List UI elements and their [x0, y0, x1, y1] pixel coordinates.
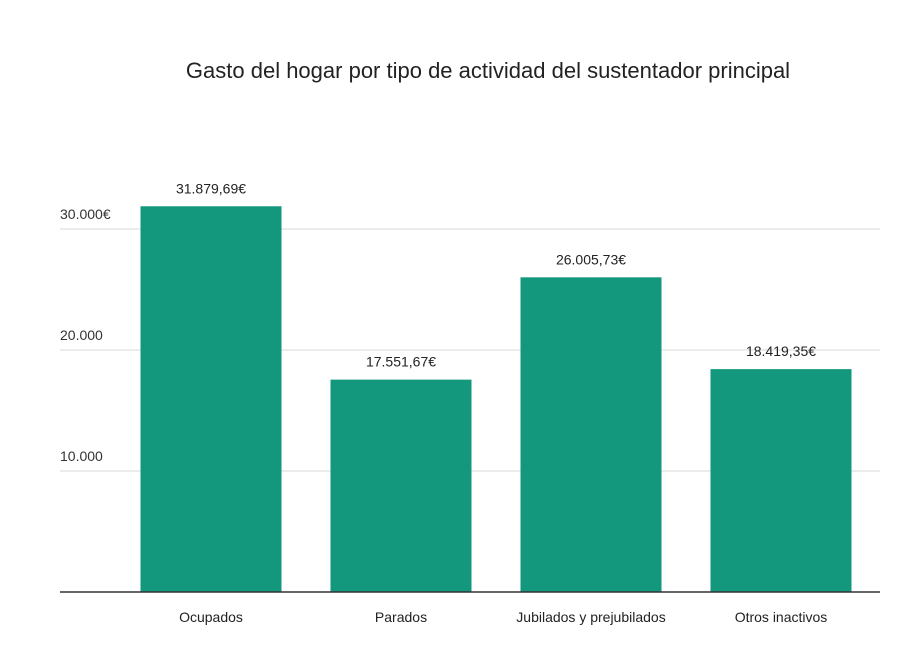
x-tick-label: Otros inactivos [735, 609, 828, 625]
bar [330, 379, 472, 592]
bar-value-label: 18.419,35€ [746, 343, 816, 359]
bar [710, 369, 852, 592]
y-tick-label: 20.000 [60, 327, 103, 343]
chart-title: Gasto del hogar por tipo de actividad de… [186, 58, 790, 83]
y-tick-label: 10.000 [60, 448, 103, 464]
x-tick-label: Jubilados y prejubilados [516, 609, 665, 625]
x-axis-categories: Ocupados Parados Jubilados y prejubilados O… [179, 609, 827, 625]
bars [140, 206, 852, 593]
bar-value-label: 17.551,67€ [366, 354, 436, 370]
bar [140, 206, 282, 593]
bar-value-label: 26.005,73€ [556, 251, 626, 267]
x-tick-label: Ocupados [179, 609, 243, 625]
data-labels: 31.879,69€ 17.551,67€ 26.005,73€ 18.419,35€ [176, 180, 816, 369]
bar [520, 277, 662, 592]
y-tick-label: 30.000€ [60, 206, 111, 222]
y-axis-ticks: 10.000 20.000 30.000€ [60, 206, 111, 464]
x-tick-label: Parados [375, 609, 427, 625]
bar-value-label: 31.879,69€ [176, 180, 246, 196]
